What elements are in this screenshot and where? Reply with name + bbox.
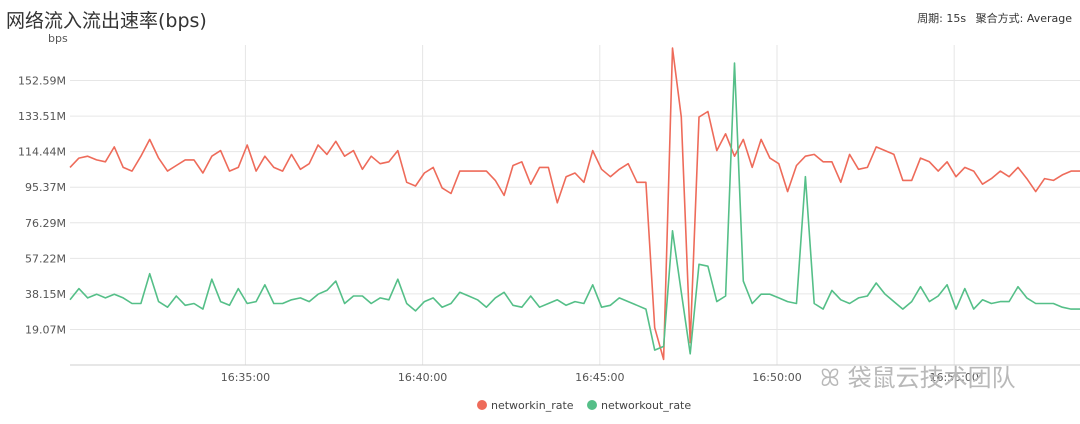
legend-marker[interactable] <box>477 400 487 410</box>
y-axis-unit-label: bps <box>48 32 68 45</box>
y-tick-label: 38.15M <box>25 288 66 301</box>
series-group <box>69 47 1080 361</box>
y-tick-label: 76.29M <box>25 217 66 230</box>
x-tick-label: 16:45:00 <box>575 371 624 384</box>
y-tick-label: 114.44M <box>18 146 66 159</box>
watermark-text: 袋鼠云技术团队 <box>847 364 1016 392</box>
chart-meta: 周期: 15s 聚合方式: Average <box>911 10 1072 26</box>
y-axis: 19.07M 38.15M 57.22M 76.29M 95.37M 114.44M 133… <box>18 75 66 337</box>
series-line-networkout_rate <box>69 62 1080 355</box>
x-tick-label: 16:40:00 <box>398 371 447 384</box>
y-tick-label: 19.07M <box>25 323 66 336</box>
series-line-networkin_rate <box>69 47 1080 361</box>
legend-label[interactable]: networkout_rate <box>601 399 691 412</box>
wechat-icon: ꕤ <box>820 364 840 392</box>
chart-title: 网络流入流出速率(bps) <box>6 10 207 32</box>
legend-label[interactable]: networkin_rate <box>491 399 574 412</box>
x-tick-label: 16:35:00 <box>221 371 270 384</box>
aggregation-label: 聚合方式: Average <box>975 12 1072 25</box>
y-tick-label: 57.22M <box>25 252 66 265</box>
y-tick-label: 152.59M <box>18 75 66 88</box>
x-tick-label: 16:50:00 <box>752 371 801 384</box>
x-axis: 16:35:00 16:40:00 16:45:00 16:50:00 16:55:00 <box>221 371 979 384</box>
watermark: ꕤ 袋鼠云技术团队 <box>820 358 1016 393</box>
grid-lines <box>70 45 1080 365</box>
period-label: 周期: 15s <box>917 12 967 25</box>
legend-marker[interactable] <box>587 400 597 410</box>
y-tick-label: 133.51M <box>18 110 66 123</box>
legend[interactable]: networkin_rate networkout_rate <box>477 399 691 412</box>
y-tick-label: 95.37M <box>25 181 66 194</box>
x-tick-label: 16:55:00 <box>929 371 978 384</box>
